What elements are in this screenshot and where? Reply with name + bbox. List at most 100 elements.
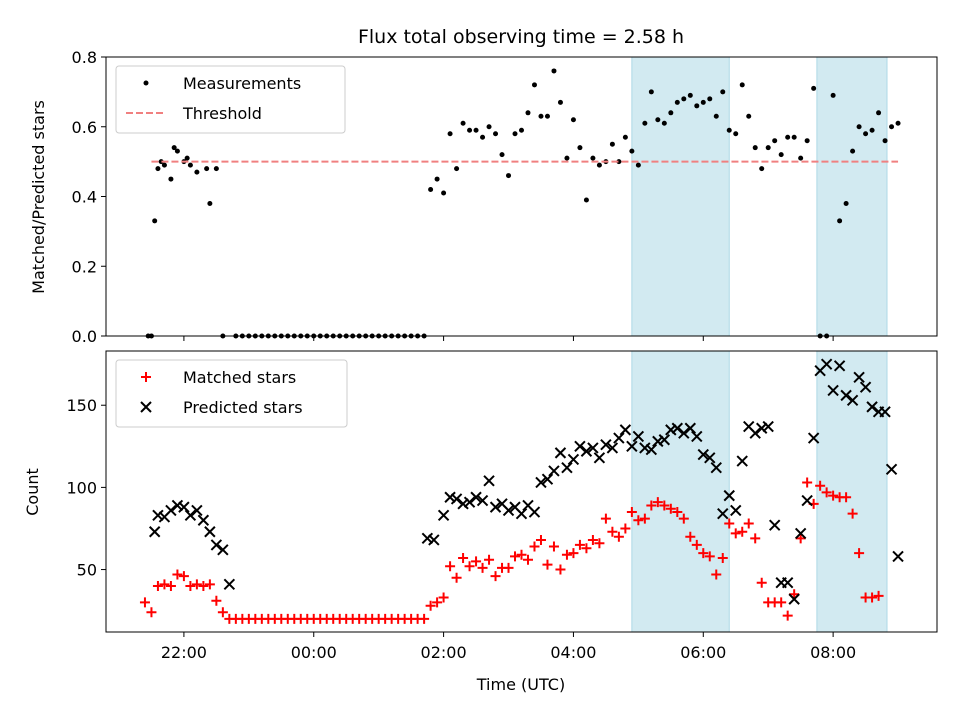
predicted-star-point: [892, 550, 904, 563]
y-tick-label: 0.4: [72, 188, 97, 207]
measurement-point: [213, 166, 219, 172]
matched-star-point: [464, 561, 475, 572]
predicted-star-point: [626, 440, 638, 453]
x-tick-label: 02:00: [421, 643, 467, 662]
predicted-star-point: [684, 422, 697, 434]
legend-dot-icon: [143, 80, 149, 86]
matched-star-point: [217, 607, 228, 618]
predicted-star-point: [853, 371, 865, 383]
measurement-point: [499, 152, 505, 158]
predicted-star-point: [450, 493, 463, 505]
predicted-star-point: [866, 401, 878, 413]
predicted-star-point: [645, 443, 658, 456]
predicted-star-point: [697, 448, 709, 461]
predicted-star-point: [678, 427, 690, 439]
predicted-star-point: [606, 442, 619, 454]
predicted-star-point: [574, 440, 586, 453]
measurement-point: [184, 155, 190, 161]
predicted-star-point: [723, 489, 735, 502]
predicted-star-point: [781, 576, 794, 589]
measurement-point: [512, 131, 518, 137]
predicted-star-point: [178, 501, 190, 513]
measurement-point: [739, 82, 745, 88]
matched-star-point: [756, 577, 767, 588]
predicted-star-point: [885, 463, 898, 476]
measurement-point: [856, 124, 862, 130]
measurement-point: [843, 200, 849, 206]
legend: Matched stars Predicted stars: [115, 359, 348, 428]
matched-star-point: [672, 507, 683, 518]
predicted-star-point: [171, 499, 184, 512]
predicted-star-point: [749, 427, 761, 439]
bottom-panel: 50 100 150 22:00 00:00 02:00 04:00 06:00 08:00 Ma…: [66, 350, 938, 662]
measurement-point: [720, 89, 726, 95]
matched-star-point: [529, 541, 540, 552]
matched-star-point: [600, 513, 611, 524]
predicted-star-point: [528, 506, 541, 518]
predicted-star-point: [710, 461, 722, 474]
predicted-star-point: [691, 430, 703, 443]
legend-box: [115, 65, 346, 134]
chart-title: Flux total observing time = 2.58 h: [358, 26, 684, 48]
measurement-point: [772, 138, 778, 144]
predicted-star-point: [639, 442, 651, 454]
matched-star-point: [802, 477, 813, 488]
measurement-point: [564, 155, 570, 161]
predicted-star-point: [859, 381, 872, 393]
matched-star-point: [633, 515, 644, 526]
predicted-star-point: [788, 593, 800, 605]
measurement-point: [152, 218, 158, 224]
predicted-star-point: [736, 455, 748, 467]
predicted-star-point: [658, 434, 671, 446]
matched-star-point: [607, 526, 618, 537]
predicted-star-point: [184, 509, 197, 522]
predicted-star-point: [210, 539, 223, 551]
measurement-point: [609, 141, 615, 147]
matched-star-point: [847, 508, 858, 519]
predicted-star-point: [613, 432, 625, 444]
matched-star-point: [172, 569, 183, 580]
x-tick-label: 00:00: [291, 643, 337, 662]
measurement-point: [161, 162, 167, 168]
predicted-star-point: [717, 507, 729, 520]
predicted-star-point: [483, 475, 495, 487]
matched-star-point: [711, 569, 722, 580]
matched-star-point: [821, 487, 832, 498]
measurement-point: [622, 134, 628, 140]
predicted-star-point: [671, 422, 684, 434]
predicted-star-point: [820, 358, 833, 370]
predicted-star-point: [768, 519, 781, 531]
matched-star-point: [685, 531, 696, 542]
y-tick-label: 0.0: [72, 327, 97, 346]
matched-star-point: [211, 595, 222, 606]
x-tick-label: 06:00: [680, 643, 726, 662]
measurement-point: [811, 85, 817, 91]
predicted-star-point: [548, 465, 560, 477]
matched-star-point: [159, 579, 170, 590]
matched-star-point: [503, 562, 514, 573]
predicted-star-point: [794, 527, 807, 540]
observing-window-shade: [631, 350, 730, 633]
matched-star-point: [191, 579, 202, 590]
matched-star-point: [561, 549, 572, 560]
predicted-star-point: [437, 509, 450, 522]
measurement-point: [428, 187, 434, 193]
predicted-star-point: [217, 544, 229, 556]
series-matched-stars: [139, 477, 884, 624]
predicted-star-point: [515, 507, 528, 520]
panel-frame: [105, 350, 938, 633]
measurement-point: [467, 127, 473, 133]
predicted-star-point: [580, 445, 593, 457]
predicted-star-point: [489, 501, 502, 513]
predicted-star-point: [619, 424, 632, 436]
matched-star-point: [516, 549, 527, 560]
measurement-point: [707, 96, 713, 102]
matched-star-point: [445, 561, 456, 572]
measurement-point: [746, 113, 752, 119]
predicted-star-point: [567, 453, 580, 466]
matched-star-point: [165, 580, 176, 591]
matched-star-point: [471, 556, 482, 567]
measurement-point: [655, 117, 661, 123]
measurement-point: [616, 159, 622, 165]
matched-star-point: [841, 492, 852, 503]
